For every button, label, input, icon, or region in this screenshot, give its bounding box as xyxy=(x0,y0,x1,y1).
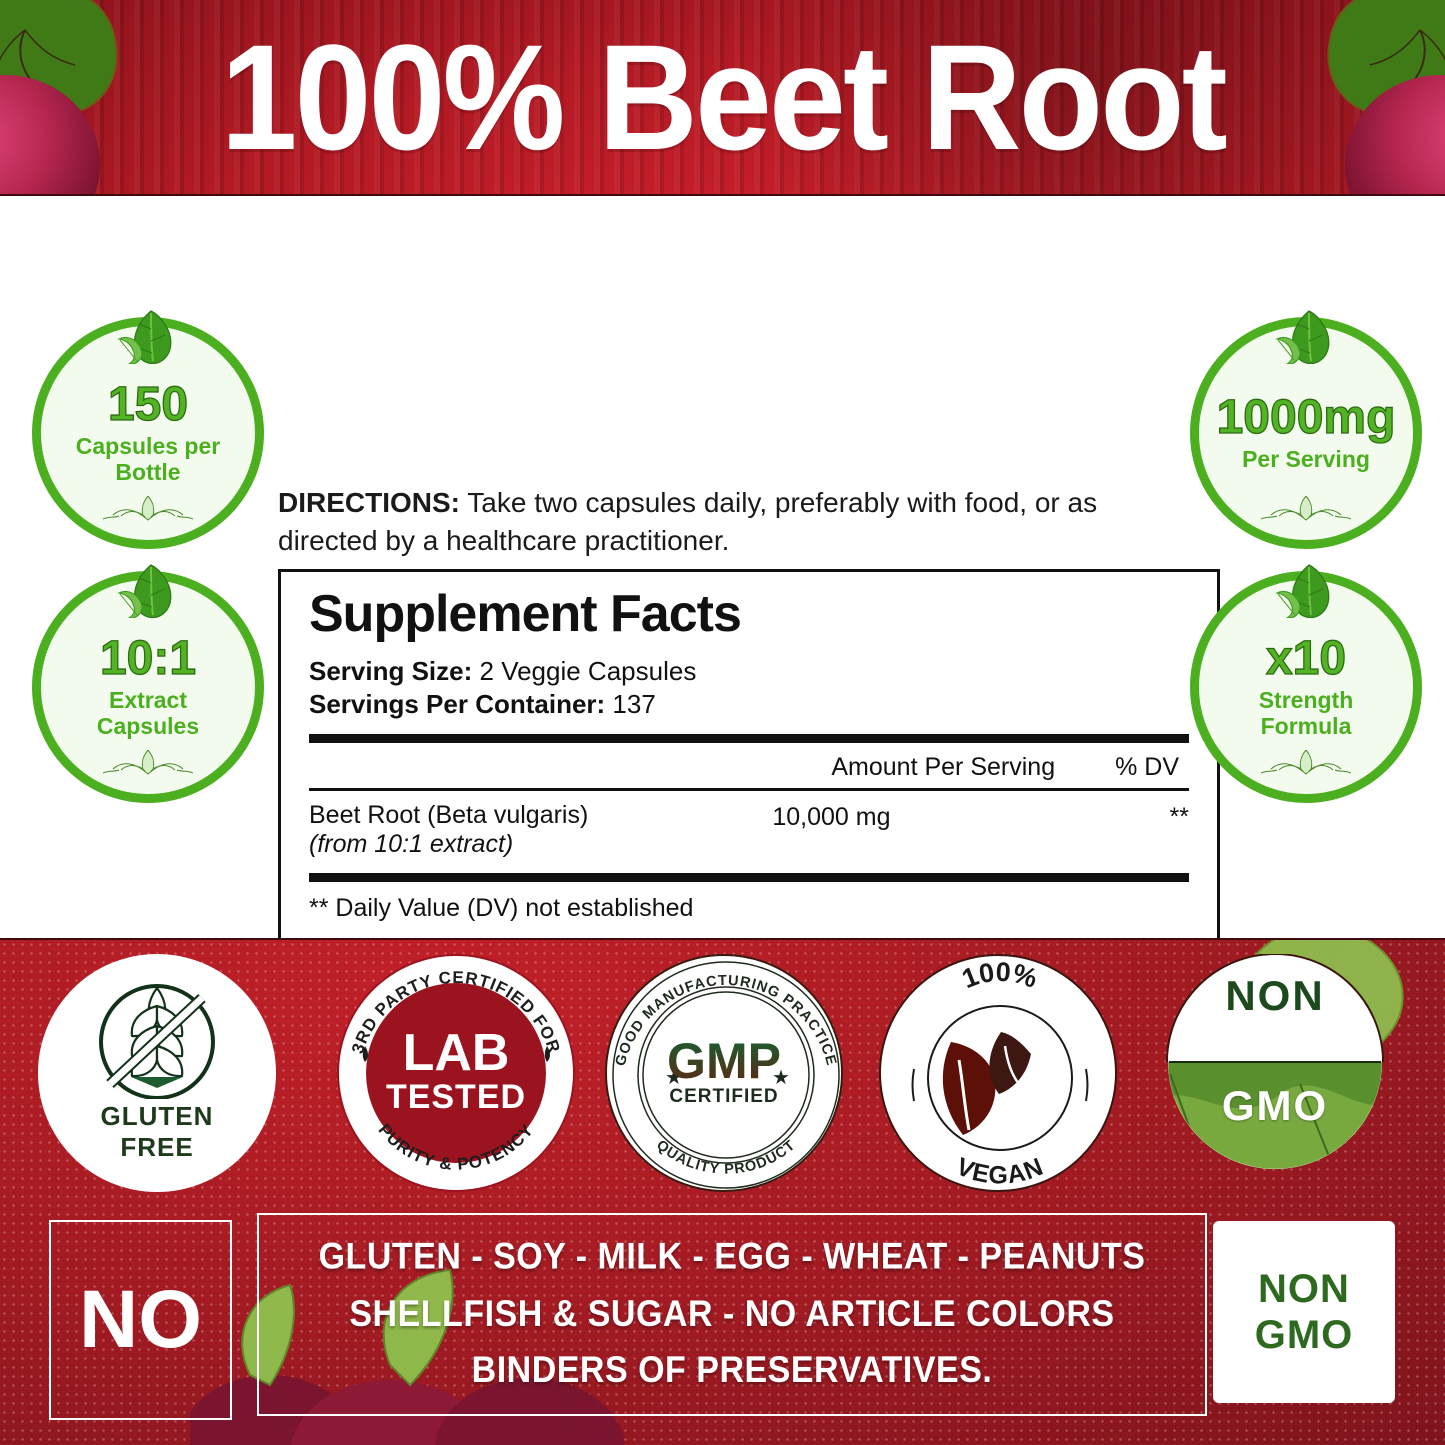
svg-text:VEGAN: VEGAN xyxy=(952,1152,1047,1189)
svg-text:100%: 100% xyxy=(958,957,1041,995)
